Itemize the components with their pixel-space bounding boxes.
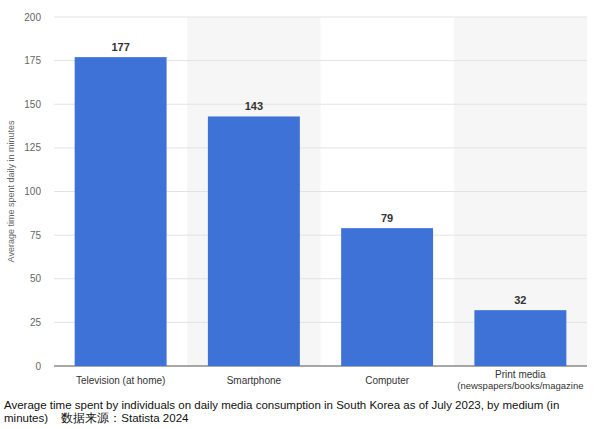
x-tick-label: Print media(newspapers/books/magazine [457, 369, 583, 391]
x-tick-label: Television (at home) [76, 375, 165, 386]
data-label: 32 [514, 294, 526, 306]
data-label: 177 [111, 41, 129, 53]
y-tick-label: 0 [35, 361, 41, 372]
y-tick-label: 100 [24, 186, 41, 197]
caption: Average time spent by individuals on dai… [4, 399, 598, 425]
bar [208, 116, 300, 366]
data-label: 143 [245, 100, 263, 112]
bar [341, 228, 433, 366]
x-tick-label: Smartphone [227, 375, 282, 386]
data-label: 79 [381, 212, 393, 224]
y-tick-label: 50 [30, 273, 42, 284]
x-tick-label: Computer [365, 375, 410, 386]
y-tick-label: 175 [24, 55, 41, 66]
y-tick-label: 125 [24, 142, 41, 153]
source: 数据来源：Statista 2024 [61, 412, 188, 424]
y-tick-label: 75 [30, 230, 42, 241]
bar [75, 57, 167, 366]
y-tick-label: 150 [24, 99, 41, 110]
bar [474, 310, 566, 366]
y-tick-label: 200 [24, 12, 41, 23]
grid-line [54, 17, 587, 18]
chart: 0 25 50 75 100 125 150 175 200 Average time spent… [0, 0, 600, 399]
y-tick-label: 25 [30, 317, 42, 328]
y-axis-title: Average time spent daily in minutes [6, 120, 16, 262]
bars [75, 57, 567, 366]
